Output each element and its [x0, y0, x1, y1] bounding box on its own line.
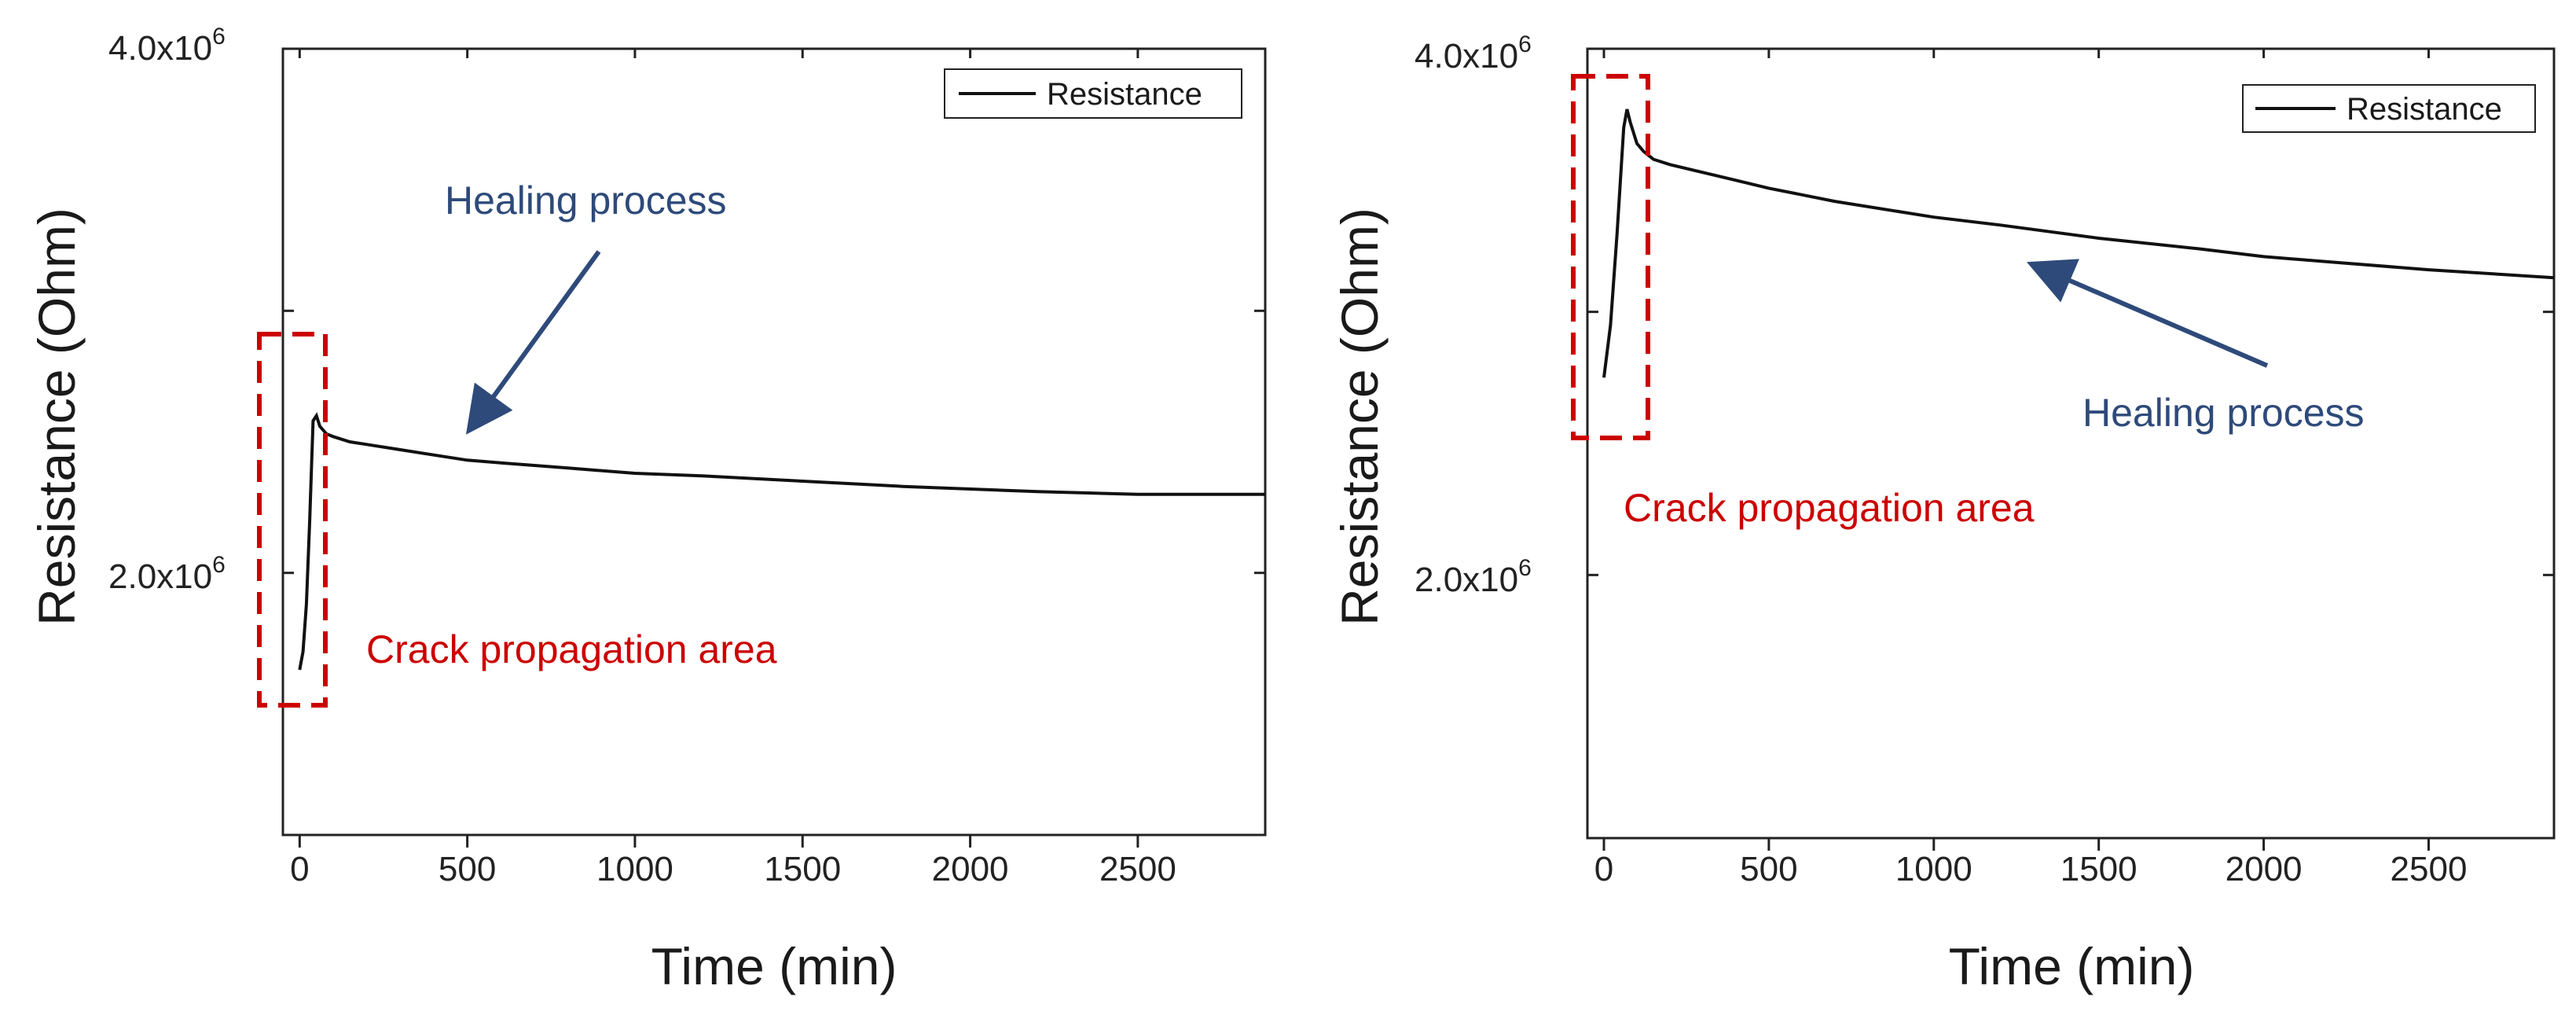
y-axis-ticks — [283, 47, 1265, 575]
resistance-line — [298, 412, 1265, 671]
x-tick-label: 1500 — [764, 850, 841, 888]
y-tick-label: 2.0x106 — [108, 552, 226, 596]
x-tick-label: 1000 — [1895, 850, 1972, 888]
x-tick-label: 2500 — [2391, 850, 2468, 888]
crack-propagation-box — [1571, 74, 1650, 440]
healing-process-label: Healing process — [445, 178, 727, 222]
x-tick-label: 1000 — [596, 850, 673, 888]
healing-process-label: Healing process — [2082, 391, 2365, 435]
x-tick-label: 2500 — [1099, 850, 1176, 888]
x-tick-label: 2000 — [932, 850, 1009, 888]
plot-frame — [1586, 47, 2556, 840]
legend: Resistance — [944, 68, 1242, 119]
y-axis-title: Resistance (Ohm) — [28, 208, 86, 626]
plot-frame — [281, 47, 1267, 837]
crack-propagation-label: Crack propagation area — [1624, 486, 2035, 530]
x-axis-title: Time (min) — [1949, 937, 2195, 995]
legend-label: Resistance — [2347, 92, 2502, 127]
x-axis-ticks: 0 500 1000 1500 2000 2500 — [1594, 49, 2468, 888]
x-tick-label: 500 — [1740, 850, 1797, 888]
chart-left: 0 500 1000 1500 2000 2500 2.0x106 4.0x106 Tim… — [28, 24, 1267, 995]
crack-propagation-box — [257, 332, 328, 708]
y-tick-label: 2.0x106 — [1415, 555, 1532, 599]
crack-propagation-label: Crack propagation area — [366, 627, 777, 671]
y-axis-title: Resistance (Ohm) — [1330, 208, 1389, 626]
x-tick-label: 2000 — [2226, 850, 2303, 888]
x-axis-ticks: 0 500 1000 1500 2000 2500 — [290, 49, 1176, 888]
x-tick-label: 0 — [1594, 850, 1613, 888]
y-tick-label: 4.0x106 — [108, 24, 226, 68]
legend: Resistance — [2242, 84, 2536, 133]
y-axis-ticks — [1587, 47, 2554, 576]
healing-process-arrow — [465, 250, 601, 435]
x-tick-label: 0 — [290, 850, 309, 888]
chart-right: 0 500 1000 1500 2000 2500 2.0x106 4.0x106 Tim… — [1330, 31, 2556, 995]
x-tick-label: 500 — [439, 850, 496, 888]
healing-process-arrow — [2026, 259, 2269, 368]
x-axis-title: Time (min) — [651, 937, 897, 995]
y-tick-label: 4.0x106 — [1415, 31, 1532, 75]
resistance-line — [1602, 108, 2555, 378]
x-tick-label: 1500 — [2060, 850, 2137, 888]
legend-label: Resistance — [1047, 77, 1202, 112]
